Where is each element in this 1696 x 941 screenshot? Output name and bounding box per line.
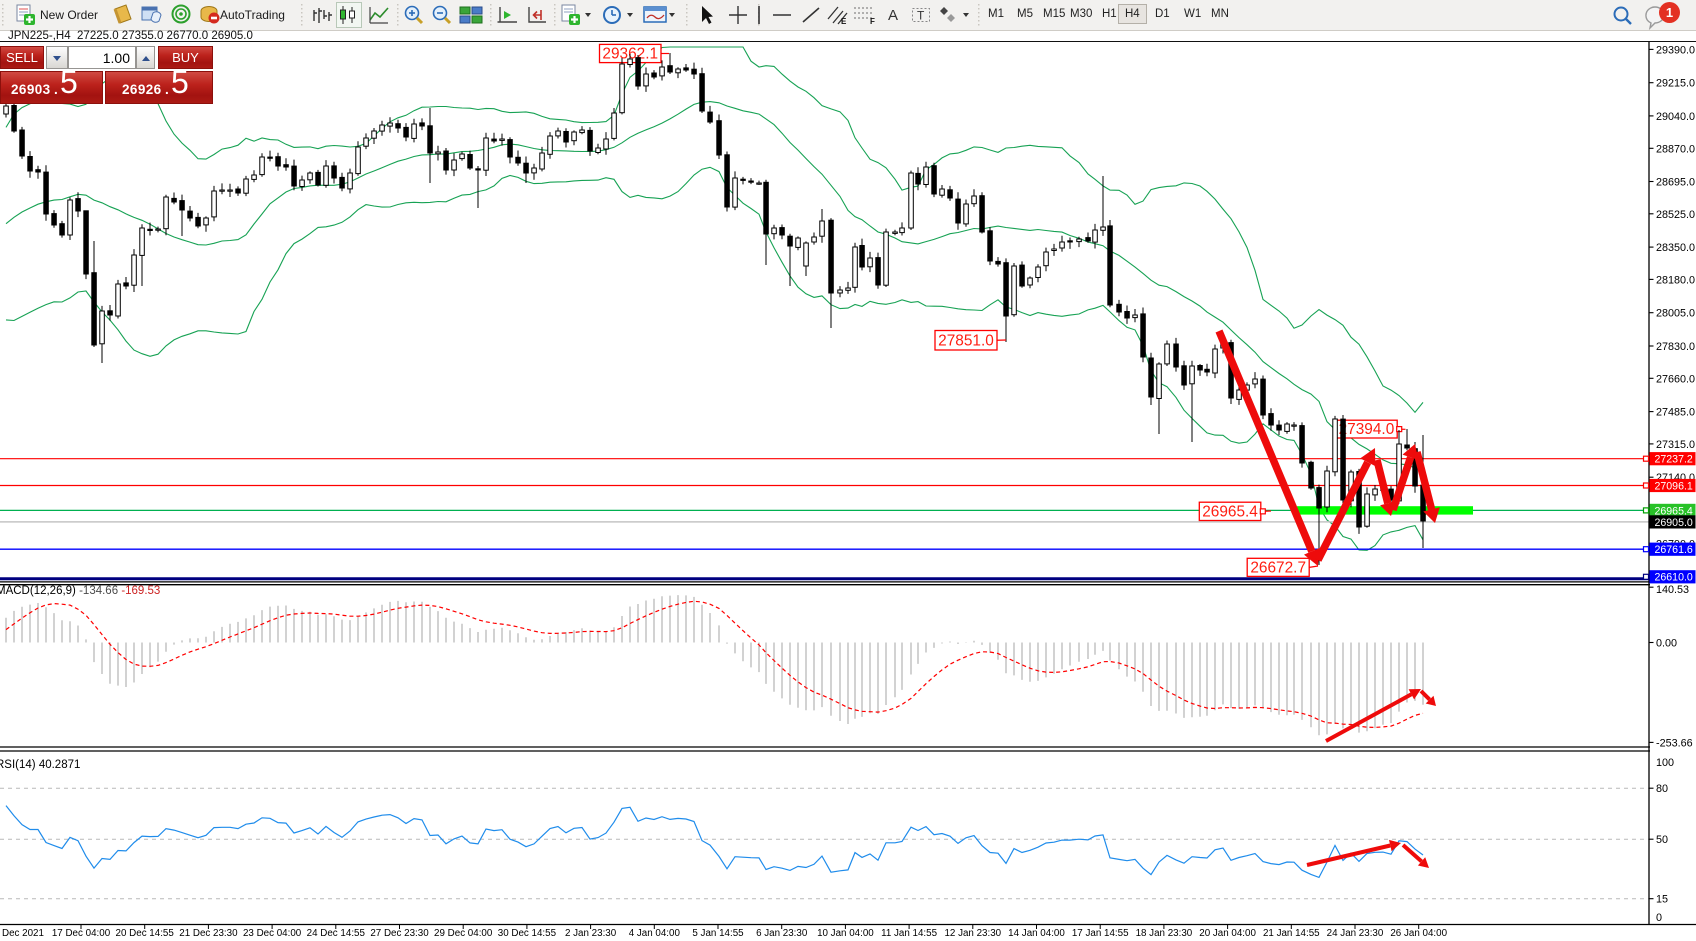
svg-text:27237.2: 27237.2 (1655, 454, 1693, 466)
svg-text:24 Jan 23:30: 24 Jan 23:30 (1327, 928, 1384, 939)
svg-text:-253.66: -253.66 (1656, 737, 1693, 749)
svg-text:26610.0: 26610.0 (1655, 572, 1693, 584)
svg-text:27660.0: 27660.0 (1656, 373, 1695, 385)
svg-text:21 Dec 23:30: 21 Dec 23:30 (179, 928, 238, 939)
svg-text:28695.0: 28695.0 (1656, 177, 1695, 189)
svg-text:MACD(12,26,9) -134.66 -169.53: MACD(12,26,9) -134.66 -169.53 (0, 585, 160, 597)
svg-text:26905.0: 26905.0 (1655, 517, 1693, 529)
svg-text:10 Jan 04:00: 10 Jan 04:00 (817, 928, 874, 939)
svg-text:26672.7: 26672.7 (1250, 559, 1306, 576)
svg-text:23 Dec 04:00: 23 Dec 04:00 (243, 928, 302, 939)
svg-text:29 Dec 04:00: 29 Dec 04:00 (434, 928, 493, 939)
svg-text:100: 100 (1656, 757, 1674, 769)
svg-text:11 Jan 14:55: 11 Jan 14:55 (881, 928, 937, 939)
svg-text:15: 15 (1656, 894, 1668, 906)
svg-text:28180.0: 28180.0 (1656, 274, 1695, 286)
svg-text:28525.0: 28525.0 (1656, 209, 1695, 221)
svg-text:Dec 2021: Dec 2021 (2, 928, 44, 939)
svg-text:24 Dec 14:55: 24 Dec 14:55 (307, 928, 366, 939)
svg-text:0.00: 0.00 (1656, 638, 1677, 650)
svg-text:27315.0: 27315.0 (1656, 439, 1695, 451)
svg-text:28005.0: 28005.0 (1656, 308, 1695, 320)
svg-text:27485.0: 27485.0 (1656, 407, 1695, 419)
svg-text:26 Jan 04:00: 26 Jan 04:00 (1390, 928, 1447, 939)
svg-text:6 Jan 23:30: 6 Jan 23:30 (756, 928, 808, 939)
svg-text:26965.4: 26965.4 (1202, 503, 1258, 520)
svg-text:30 Dec 14:55: 30 Dec 14:55 (498, 928, 557, 939)
svg-text:20 Jan 04:00: 20 Jan 04:00 (1199, 928, 1256, 939)
svg-text:50: 50 (1656, 834, 1668, 846)
svg-text:27851.0: 27851.0 (938, 332, 994, 349)
svg-text:14 Jan 04:00: 14 Jan 04:00 (1008, 928, 1065, 939)
svg-text:80: 80 (1656, 783, 1668, 795)
svg-text:27830.0: 27830.0 (1656, 341, 1695, 353)
svg-text:4 Jan 04:00: 4 Jan 04:00 (629, 928, 681, 939)
svg-text:RSI(14) 40.2871: RSI(14) 40.2871 (0, 759, 80, 771)
svg-text:F: F (870, 17, 875, 26)
svg-text:17 Dec 04:00: 17 Dec 04:00 (52, 928, 111, 939)
svg-text:17 Jan 14:55: 17 Jan 14:55 (1072, 928, 1129, 939)
svg-text:26965.4: 26965.4 (1655, 505, 1693, 517)
svg-text:T: T (917, 9, 925, 23)
svg-text:27096.1: 27096.1 (1655, 480, 1693, 492)
svg-text:28870.0: 28870.0 (1656, 143, 1695, 155)
svg-text:2 Jan 23:30: 2 Jan 23:30 (565, 928, 617, 939)
svg-text:140.53: 140.53 (1656, 584, 1689, 596)
svg-text:0: 0 (1656, 912, 1662, 924)
svg-text:26761.6: 26761.6 (1655, 544, 1693, 556)
svg-text:29040.0: 29040.0 (1656, 111, 1695, 123)
svg-text:A: A (888, 7, 898, 24)
svg-text:E: E (841, 17, 847, 26)
svg-text:20 Dec 14:55: 20 Dec 14:55 (116, 928, 175, 939)
svg-text:5 Jan 14:55: 5 Jan 14:55 (692, 928, 744, 939)
svg-text:18 Jan 23:30: 18 Jan 23:30 (1136, 928, 1193, 939)
svg-text:27 Dec 23:30: 27 Dec 23:30 (370, 928, 429, 939)
svg-text:28350.0: 28350.0 (1656, 242, 1695, 254)
svg-text:29215.0: 29215.0 (1656, 78, 1695, 90)
svg-text:21 Jan 14:55: 21 Jan 14:55 (1263, 928, 1320, 939)
svg-text:12 Jan 23:30: 12 Jan 23:30 (944, 928, 1001, 939)
svg-text:29390.0: 29390.0 (1656, 44, 1695, 56)
svg-text:27394.0: 27394.0 (1339, 421, 1395, 438)
